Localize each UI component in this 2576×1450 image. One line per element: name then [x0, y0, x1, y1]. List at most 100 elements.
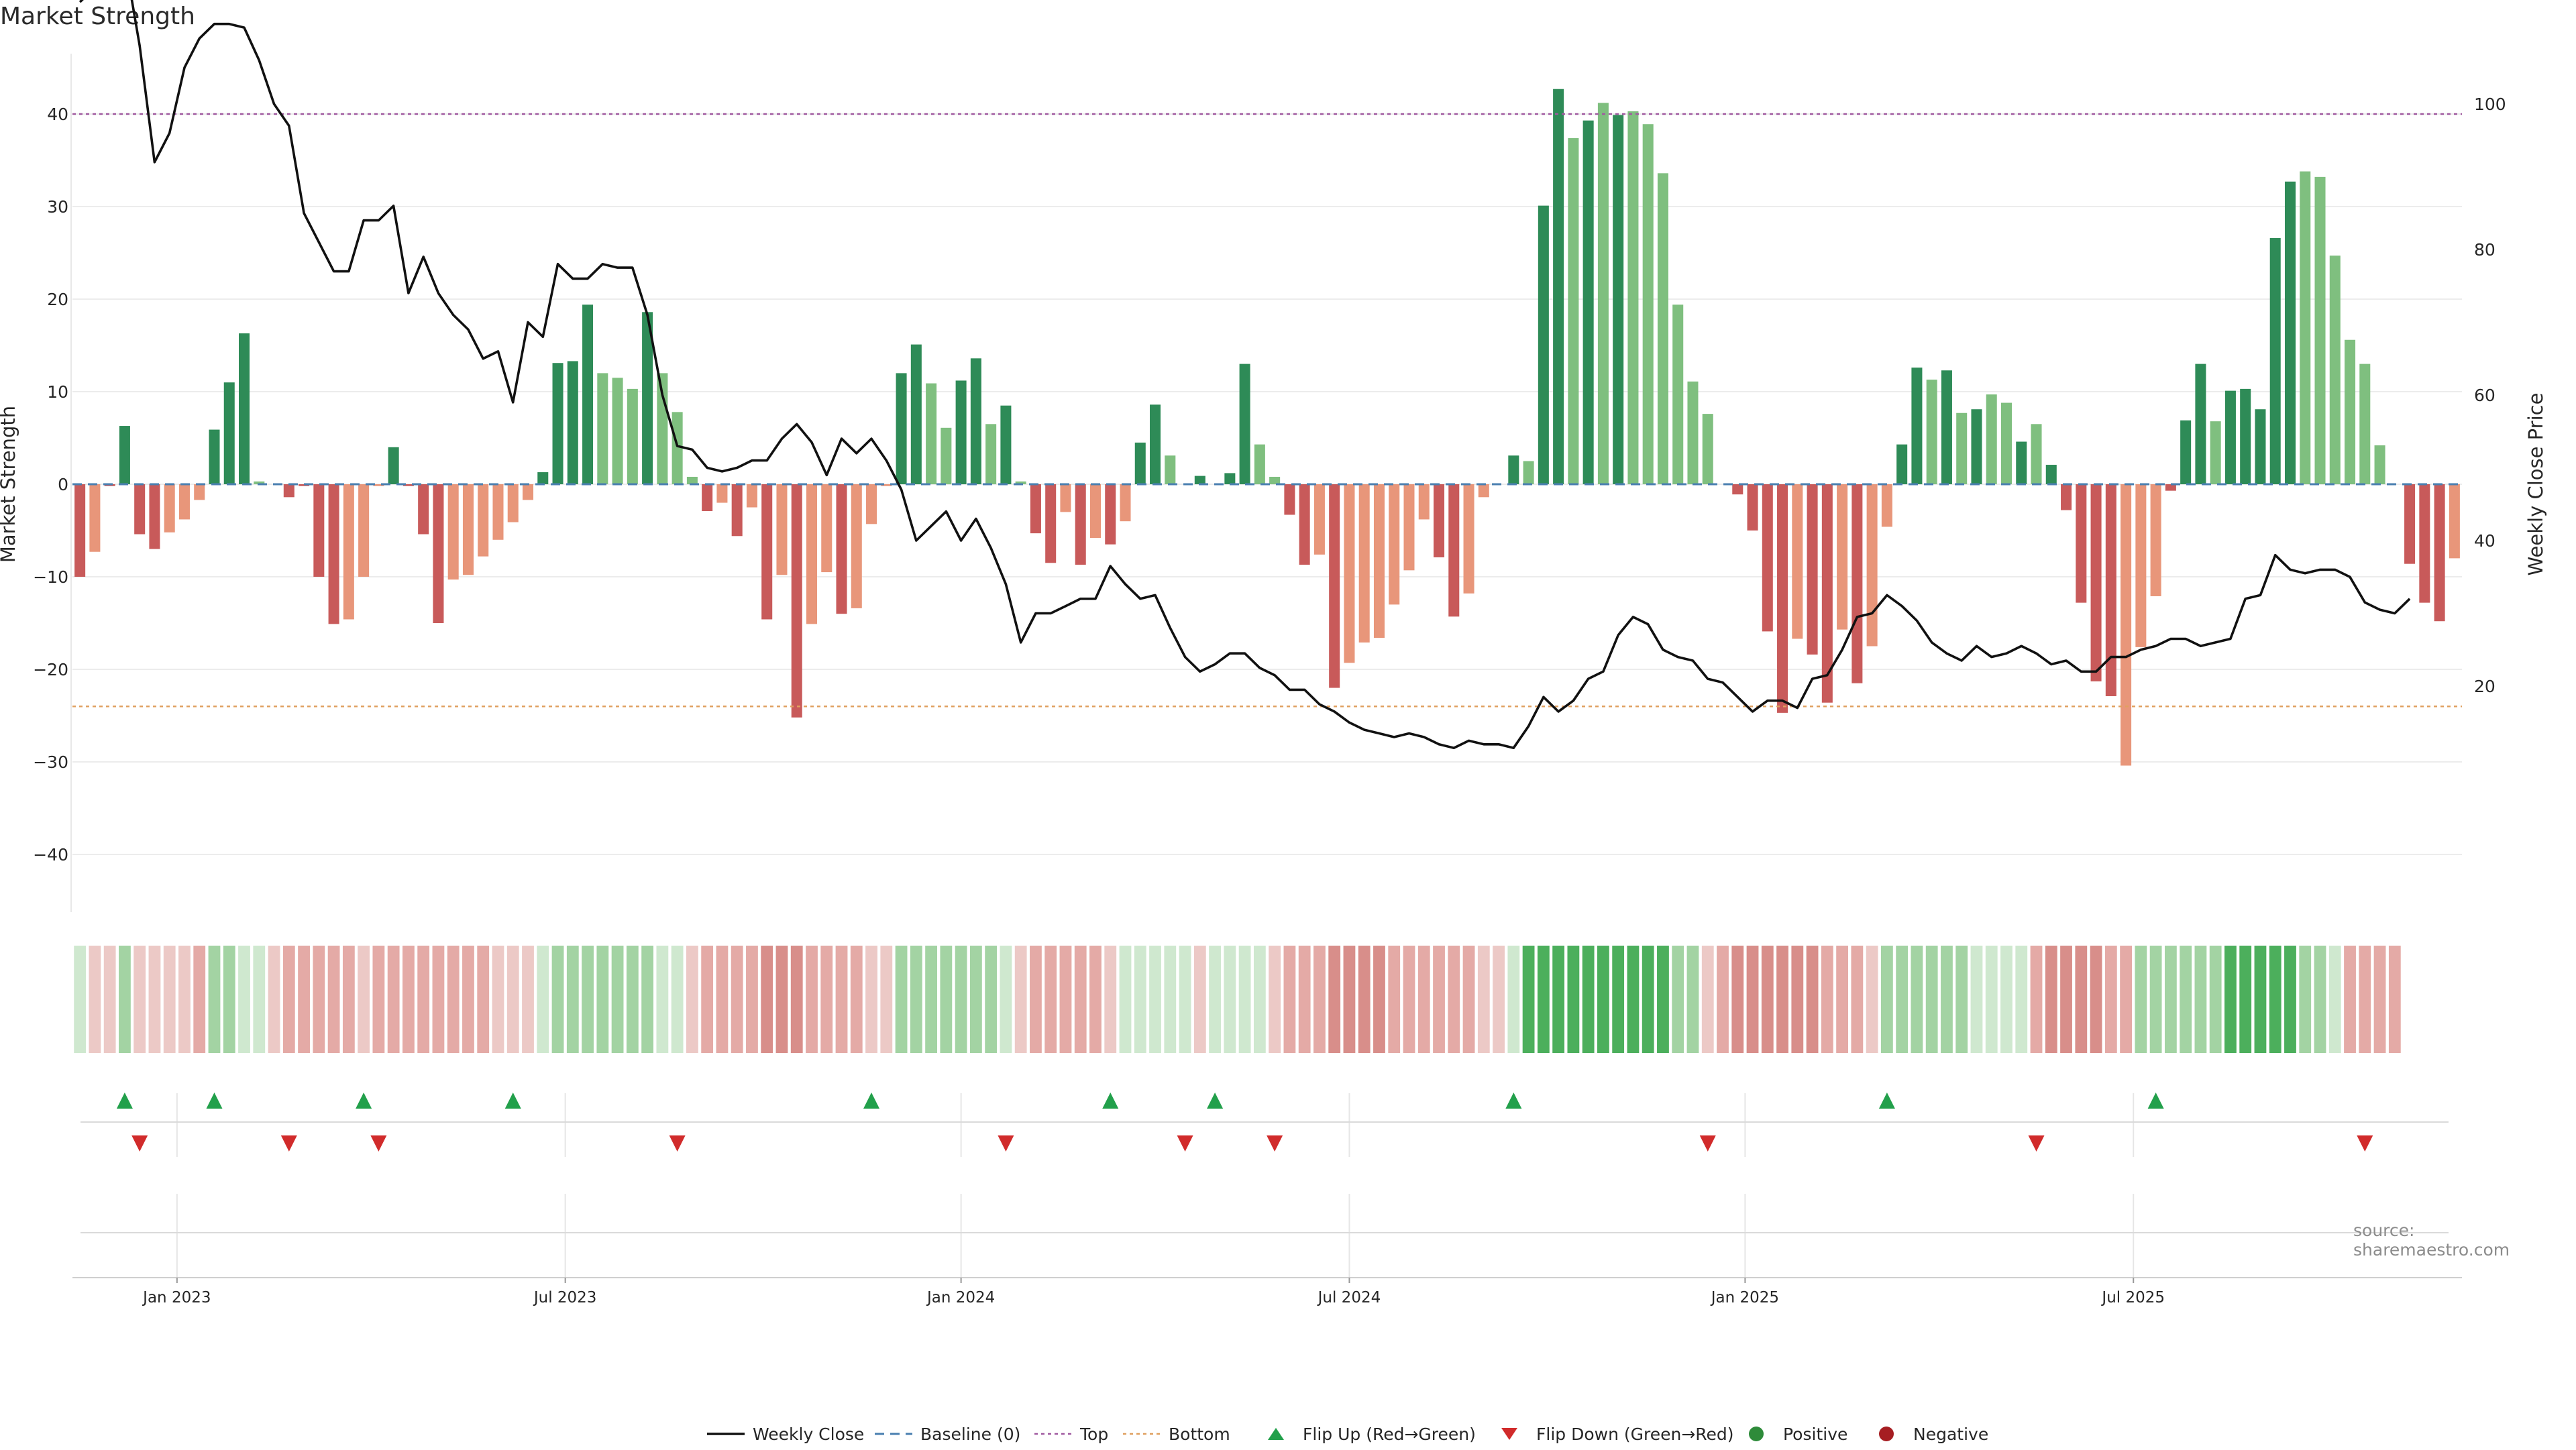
strip-cell: [506, 946, 519, 1053]
strength-bar: [806, 484, 818, 624]
strength-bar: [1956, 412, 1968, 484]
strip-cell: [298, 946, 310, 1053]
strength-bar: [1373, 484, 1385, 638]
strength-bar: [1777, 484, 1788, 713]
strip-cell: [1866, 946, 1878, 1053]
strength-bar: [373, 484, 384, 486]
strength-bar: [1657, 173, 1668, 484]
x-tick-label: Jan 2025: [1710, 1289, 1779, 1306]
y-tick-label: 10: [47, 382, 68, 402]
strip-cell: [2164, 946, 2177, 1053]
strip-cell: [790, 946, 803, 1053]
y-axis-label: Market Strength: [0, 406, 19, 563]
strength-bar: [1403, 484, 1415, 571]
strip-cell: [1193, 946, 1206, 1053]
strip-cell: [1522, 946, 1535, 1053]
legend-negative: Negative: [1866, 1418, 1988, 1450]
flip-up-marker: [116, 1093, 133, 1109]
strength-bar: [552, 363, 564, 484]
strip-cell: [208, 946, 221, 1053]
legend-baseline-swatch: [875, 1433, 912, 1435]
flip-up-marker: [863, 1093, 880, 1109]
strength-bar: [447, 484, 459, 580]
strip-cell: [1059, 946, 1072, 1053]
strip-cell: [1179, 946, 1191, 1053]
strength-bar: [597, 373, 608, 484]
strip-cell: [671, 946, 684, 1053]
strength-bar: [1986, 394, 1997, 484]
strength-strip: [74, 946, 2401, 1053]
strength-bar: [955, 380, 967, 484]
strip-cell: [1507, 946, 1520, 1053]
strength-bar: [1075, 484, 1086, 565]
strip-cell: [551, 946, 564, 1053]
strip-cell: [1477, 946, 1490, 1053]
strip-cell: [1806, 946, 1819, 1053]
strip-cell: [253, 946, 266, 1053]
strength-bar: [1508, 455, 1519, 484]
flip-down-marker: [2357, 1135, 2373, 1152]
strength-bar: [627, 388, 638, 484]
strip-cell: [1134, 946, 1146, 1053]
strip-cell: [327, 946, 340, 1053]
strength-bar: [2284, 181, 2296, 484]
strip-cell: [969, 946, 982, 1053]
strength-bar: [1269, 476, 1281, 484]
strip-cell: [477, 946, 490, 1053]
strength-bar: [1807, 484, 1818, 655]
x-tick-label: Jan 2023: [142, 1289, 211, 1306]
strength-bar: [2314, 176, 2326, 484]
strip-cell: [1701, 946, 1714, 1053]
legend-top-label: Top: [1080, 1424, 1109, 1444]
strip-cell: [880, 946, 893, 1053]
strength-bar: [1896, 444, 1908, 484]
strip-cell: [1672, 946, 1684, 1053]
strip-cell: [806, 946, 818, 1053]
strength-bar: [686, 476, 698, 484]
weekly-close-line: [78, 0, 2411, 749]
flip-down-marker: [1267, 1135, 1283, 1152]
strength-bar: [74, 484, 86, 577]
strip-cell: [223, 946, 235, 1053]
strength-bar: [2224, 390, 2236, 484]
flip-markers: [80, 1093, 2449, 1233]
strength-bar: [2240, 388, 2251, 484]
strength-bar: [1926, 380, 1937, 484]
strip-cell: [955, 946, 967, 1053]
strength-bar: [2076, 484, 2087, 603]
strength-bar: [358, 484, 370, 577]
flip-up-marker: [1207, 1093, 1224, 1109]
strip-cell: [2180, 946, 2192, 1053]
strip-cell: [119, 946, 131, 1053]
strength-bar: [2090, 484, 2102, 681]
source-note: source: sharemaestro.com: [2353, 1221, 2510, 1260]
strip-cell: [2060, 946, 2072, 1053]
strength-bar: [1851, 484, 1863, 683]
y-tick-label: −40: [33, 845, 68, 865]
strip-cell: [1985, 946, 1998, 1053]
strip-cell: [656, 946, 669, 1053]
strip-cell: [163, 946, 176, 1053]
strip-cell: [133, 946, 146, 1053]
strip-cell: [2359, 946, 2371, 1053]
strip-cell: [74, 946, 87, 1053]
strength-bar: [1478, 484, 1489, 498]
strength-bar: [1165, 455, 1176, 484]
strip-cell: [2194, 946, 2207, 1053]
strip-cell: [895, 946, 908, 1053]
strength-bar: [1030, 484, 1041, 534]
strip-cell: [582, 946, 594, 1053]
strip-cell: [746, 946, 758, 1053]
strength-bar: [1105, 484, 1116, 545]
strip-cell: [2090, 946, 2102, 1053]
strip-cell: [1686, 946, 1699, 1053]
strip-cell: [1448, 946, 1460, 1053]
legend-top: Top: [1033, 1418, 1108, 1450]
x-axis: Jan 2023 Jul 2023 Jan 2024 Jul 2024 Jan 2025…: [72, 1277, 2462, 1306]
strength-bar: [462, 484, 474, 575]
strip-cell: [2254, 946, 2267, 1053]
strength-bar: [1284, 484, 1295, 515]
page-title: Market Strength: [0, 3, 195, 30]
strength-bar: [1134, 442, 1146, 484]
strength-bar: [1045, 484, 1057, 563]
